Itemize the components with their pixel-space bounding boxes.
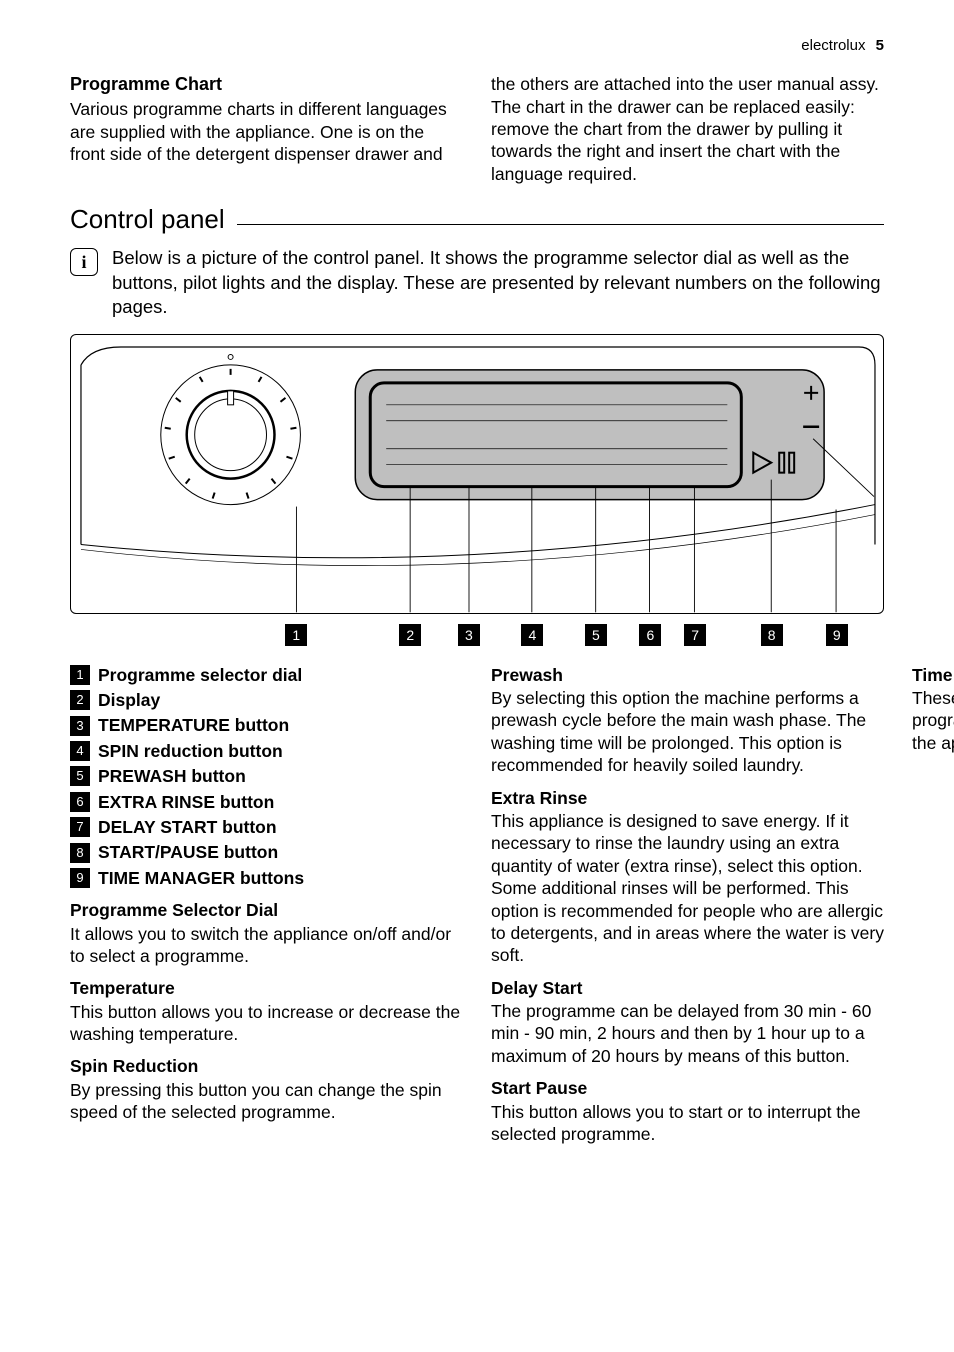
programme-chart-section: Programme Chart Various programme charts… [70, 73, 884, 185]
diagram-callout: 5 [585, 624, 607, 646]
description-block: Start PauseThis button allows you to sta… [491, 1077, 884, 1145]
description-body: This appliance is designed to save energ… [491, 810, 884, 967]
diagram-callout: 3 [458, 624, 480, 646]
control-panel-heading: Control panel [70, 203, 225, 236]
legend-label: Programme selector dial [98, 664, 302, 686]
programme-chart-heading: Programme Chart [70, 73, 463, 96]
legend-badge: 4 [70, 741, 90, 761]
legend-badge: 7 [70, 817, 90, 837]
control-panel-diagram [70, 334, 884, 614]
legend-item: 3 TEMPERATURE button [70, 714, 463, 736]
description-body: By selecting this option the machine per… [491, 687, 884, 777]
page-header: electrolux 5 [70, 36, 884, 55]
heading-rule [237, 224, 884, 225]
legend-badge: 9 [70, 868, 90, 888]
legend-item: 8 START/PAUSE button [70, 841, 463, 863]
info-text: Below is a picture of the control panel.… [112, 246, 884, 319]
description-block: Programme Selector DialIt allows you to … [70, 899, 463, 967]
legend-badge: 3 [70, 716, 90, 736]
description-body: This button allows you to increase or de… [70, 1001, 463, 1046]
legend-badge: 1 [70, 665, 90, 685]
legend-item: 4 SPIN reduction button [70, 740, 463, 762]
description-body: This button allows you to start or to in… [491, 1101, 884, 1146]
description-heading: Delay Start [491, 977, 884, 999]
legend-item: 1 Programme selector dial [70, 664, 463, 686]
diagram-callout: 4 [521, 624, 543, 646]
legend-label: Display [98, 689, 160, 711]
description-heading: Extra Rinse [491, 787, 884, 809]
legend-label: DELAY START button [98, 816, 277, 838]
brand-label: electrolux [801, 37, 865, 54]
description-block: Delay StartThe programme can be delayed … [491, 977, 884, 1068]
diagram-callout: 6 [639, 624, 661, 646]
legend-item: 6 EXTRA RINSE button [70, 791, 463, 813]
diagram-callout-row: 1 2 3 4 5 6 7 8 9 [70, 624, 884, 650]
legend-label: TIME MANAGER buttons [98, 867, 304, 889]
control-panel-heading-row: Control panel [70, 203, 884, 236]
legend-label: PREWASH button [98, 765, 246, 787]
description-heading: Programme Selector Dial [70, 899, 463, 921]
legend-item: 2 Display [70, 689, 463, 711]
legend-item: 9 TIME MANAGER buttons [70, 867, 463, 889]
description-block: TemperatureThis button allows you to inc… [70, 977, 463, 1045]
description-block: Spin ReductionBy pressing this button yo… [70, 1055, 463, 1123]
lower-columns: 1 Programme selector dial 2 Display 3 TEMPERA… [70, 664, 884, 1224]
legend-label: TEMPERATURE button [98, 714, 289, 736]
diagram-callout: 9 [826, 624, 848, 646]
legend-badge: 5 [70, 766, 90, 786]
description-heading: Time Manager [912, 664, 954, 686]
description-block: Time ManagerThese buttons allows you to … [912, 664, 954, 755]
diagram-callout: 8 [761, 624, 783, 646]
legend-label: SPIN reduction button [98, 740, 283, 762]
description-block: PrewashBy selecting this option the mach… [491, 664, 884, 777]
legend-list: 1 Programme selector dial 2 Display 3 TEMPERA… [70, 664, 463, 890]
description-heading: Start Pause [491, 1077, 884, 1099]
legend-badge: 6 [70, 792, 90, 812]
description-heading: Temperature [70, 977, 463, 999]
description-body: It allows you to switch the appliance on… [70, 923, 463, 968]
legend-label: START/PAUSE button [98, 841, 278, 863]
description-block: Extra RinseThis appliance is designed to… [491, 787, 884, 967]
description-body: These buttons allows you to modify the p… [912, 687, 954, 754]
legend-badge: 2 [70, 690, 90, 710]
legend-label: EXTRA RINSE button [98, 791, 274, 813]
description-body: By pressing this button you can change t… [70, 1079, 463, 1124]
info-callout: i Below is a picture of the control pane… [70, 246, 884, 319]
diagram-callout: 2 [399, 624, 421, 646]
description-body: The programme can be delayed from 30 min… [491, 1000, 884, 1067]
description-heading: Prewash [491, 664, 884, 686]
legend-item: 7 DELAY START button [70, 816, 463, 838]
diagram-callout: 7 [684, 624, 706, 646]
legend-item: 5 PREWASH button [70, 765, 463, 787]
page-number: 5 [876, 37, 884, 54]
description-heading: Spin Reduction [70, 1055, 463, 1077]
info-icon: i [70, 248, 98, 276]
legend-badge: 8 [70, 843, 90, 863]
diagram-callout: 1 [285, 624, 307, 646]
